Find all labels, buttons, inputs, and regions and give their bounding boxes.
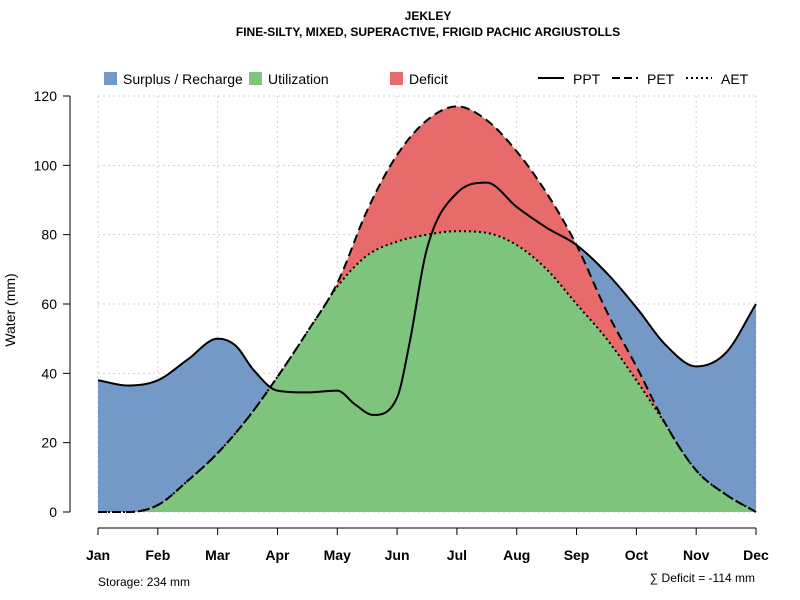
legend-label-aet: AET [721, 71, 749, 87]
legend-label-2: Utilization [268, 71, 329, 87]
x-tick-label-jun: Jun [385, 547, 410, 563]
x-tick-label-dec: Dec [743, 547, 769, 563]
legend-label-pet: PET [647, 71, 675, 87]
x-tick-label-apr: Apr [265, 547, 290, 563]
deficit-label: ∑ Deficit = -114 mm [650, 571, 755, 585]
x-tick-label-jul: Jul [447, 547, 467, 563]
chart-subtitle: FINE-SILTY, MIXED, SUPERACTIVE, FRIGID P… [236, 25, 620, 39]
areas [98, 106, 756, 513]
y-tick-label: 100 [34, 157, 58, 173]
x-tick-label-mar: Mar [205, 547, 230, 563]
legend-label-ppt: PPT [573, 71, 601, 87]
x-tick-label-nov: Nov [683, 547, 710, 563]
x-tick-label-oct: Oct [625, 547, 649, 563]
y-tick-label: 80 [41, 227, 57, 243]
x-tick-label-sep: Sep [564, 547, 590, 563]
x-tick-label-aug: Aug [503, 547, 530, 563]
y-tick-label: 0 [49, 504, 57, 520]
y-tick-label: 20 [41, 435, 57, 451]
aet-line [98, 230, 757, 513]
x-tick-label-jan: Jan [86, 547, 110, 563]
x-tick-label-feb: Feb [145, 547, 170, 563]
legend-swatch-1 [104, 72, 117, 85]
y-tick-label: 60 [41, 296, 57, 312]
x-tick-label-may: May [324, 547, 351, 563]
chart-title: JEKLEY [405, 9, 452, 23]
y-axis-title: Water (mm) [2, 273, 18, 346]
legend-swatch-3 [390, 72, 403, 85]
y-tick-label: 120 [34, 88, 58, 104]
utilization-area [98, 231, 756, 512]
ppt-line [97, 181, 757, 416]
legend: Surplus / Recharge Utilization Deficit PPT P… [104, 71, 749, 87]
legend-swatch-2 [249, 72, 262, 85]
legend-label-1: Surplus / Recharge [123, 71, 243, 87]
axes: 0 20 40 60 80 100 120 Jan Feb Mar Apr May Jun Jul Aug S… [34, 88, 769, 563]
storage-label: Storage: 234 mm [98, 575, 190, 589]
lines [97, 105, 757, 513]
y-tick-label: 40 [41, 365, 57, 381]
legend-label-3: Deficit [409, 71, 448, 87]
